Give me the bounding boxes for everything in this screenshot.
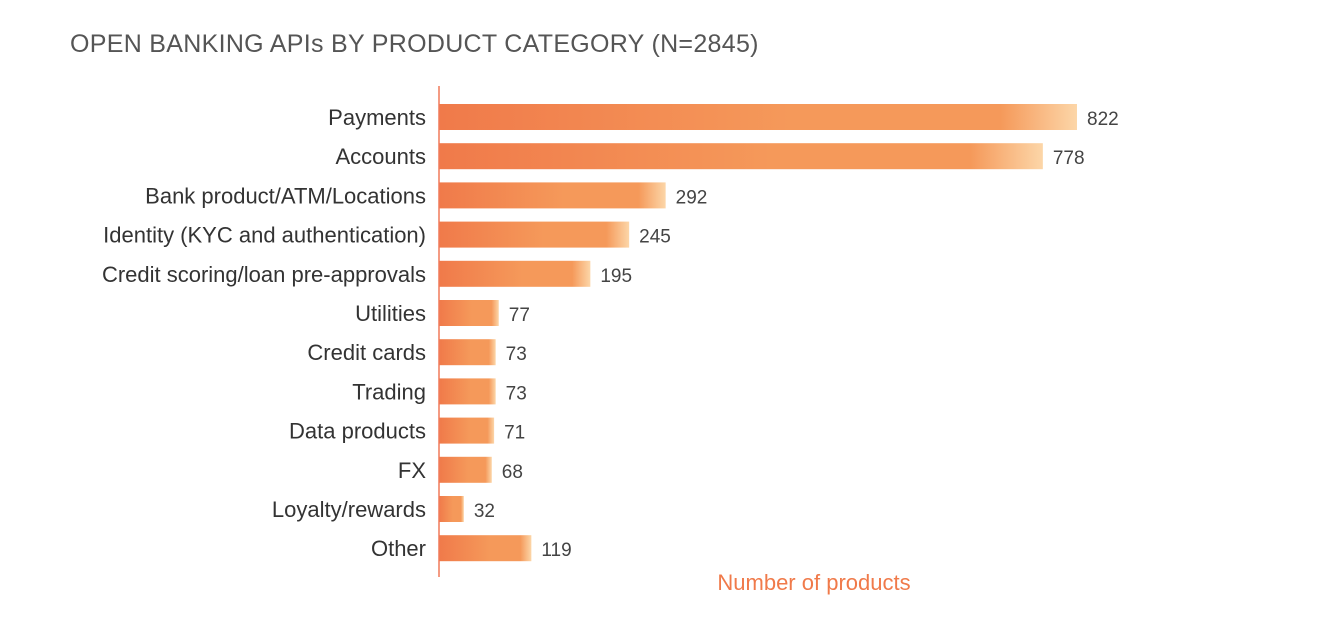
bar-1 (439, 143, 1043, 170)
bar-2 (439, 182, 666, 209)
value-label: 119 (541, 540, 571, 561)
bar-3 (439, 221, 630, 248)
category-label: Credit cards (307, 340, 426, 365)
category-label: Utilities (355, 301, 426, 326)
value-label: 77 (509, 305, 530, 326)
value-label: 292 (676, 187, 708, 208)
bars-group: Payments 822 Accounts 778 Bank product/ATM/L… (102, 104, 1119, 562)
category-label: Credit scoring/loan pre-approvals (102, 262, 426, 287)
x-axis-title: Number of products (717, 570, 910, 595)
category-label: Other (371, 536, 426, 561)
category-label: Trading (352, 379, 426, 404)
value-label: 73 (506, 344, 527, 365)
bar-7 (439, 378, 496, 405)
category-label: Data products (289, 419, 426, 444)
bar-5 (439, 300, 499, 326)
bar-0 (439, 104, 1077, 130)
bar-8 (439, 417, 495, 444)
bar-11 (439, 535, 532, 562)
bar-10 (439, 496, 464, 522)
category-label: Accounts (336, 144, 427, 169)
category-label: FX (398, 458, 426, 483)
value-label: 778 (1053, 148, 1085, 169)
value-label: 73 (506, 383, 527, 404)
value-label: 822 (1087, 109, 1119, 130)
value-label: 68 (502, 462, 523, 483)
category-label: Identity (KYC and authentication) (103, 223, 426, 248)
category-label: Loyalty/rewards (272, 497, 426, 522)
value-label: 245 (639, 227, 671, 248)
value-label: 195 (600, 266, 632, 287)
bar-4 (439, 260, 591, 287)
bar-6 (439, 339, 496, 366)
value-label: 71 (504, 423, 525, 444)
category-label: Bank product/ATM/Locations (145, 183, 426, 208)
chart-title: OPEN BANKING APIs BY PRODUCT CATEGORY (N… (70, 30, 759, 58)
value-label: 32 (474, 501, 495, 522)
bar-9 (439, 456, 492, 483)
category-label: Payments (328, 105, 426, 130)
